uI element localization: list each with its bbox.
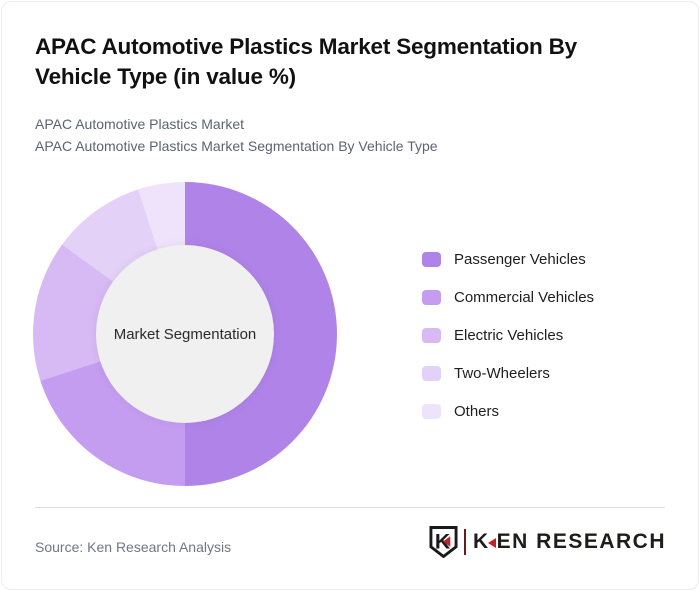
legend-label: Electric Vehicles	[454, 326, 564, 344]
legend-label: Commercial Vehicles	[454, 288, 595, 306]
logo-wordmark-k: K	[472, 530, 490, 553]
chart-subtitle-segmentation: APAC Automotive Plastics Market Segmenta…	[35, 138, 438, 154]
chart-legend: Passenger Vehicles Commercial Vehicles E…	[422, 240, 594, 430]
svg-text:K: K	[435, 529, 451, 553]
legend-label: Others	[454, 402, 500, 420]
legend-swatch-icon	[422, 365, 441, 381]
legend-swatch-icon	[422, 327, 441, 343]
ken-research-logo: K K EN RESEARCH	[429, 526, 666, 558]
legend-item-two-wheelers: Two-Wheelers	[422, 354, 594, 392]
legend-item-electric-vehicles: Electric Vehicles	[422, 316, 594, 354]
legend-item-passenger-vehicles: Passenger Vehicles	[422, 240, 594, 278]
legend-swatch-icon	[422, 403, 441, 419]
shield-icon: K	[429, 526, 458, 558]
legend-item-commercial-vehicles: Commercial Vehicles	[422, 278, 594, 316]
legend-swatch-icon	[422, 289, 441, 305]
logo-wordmark-rest: EN RESEARCH	[496, 530, 666, 553]
logo-divider-bar	[463, 529, 466, 555]
donut-chart: Market Segmentation	[33, 182, 337, 486]
chart-subtitle-market: APAC Automotive Plastics Market	[35, 116, 245, 132]
page-title-line1: APAC Automotive Plastics Market Segmenta…	[35, 34, 577, 59]
donut-chart-hole: Market Segmentation	[96, 245, 274, 423]
donut-center-label: Market Segmentation	[113, 325, 257, 343]
legend-label: Two-Wheelers	[454, 364, 550, 382]
legend-item-others: Others	[422, 392, 594, 430]
red-triangle-icon	[487, 538, 496, 548]
footer-divider	[35, 507, 665, 508]
logo-wordmark: K EN RESEARCH	[473, 530, 666, 554]
legend-swatch-icon	[422, 251, 441, 267]
source-note: Source: Ken Research Analysis	[35, 539, 232, 555]
page-title-line2: Vehicle Type (in value %)	[35, 64, 296, 89]
page-title: APAC Automotive Plastics Market Segmenta…	[35, 32, 577, 92]
legend-label: Passenger Vehicles	[454, 250, 586, 268]
